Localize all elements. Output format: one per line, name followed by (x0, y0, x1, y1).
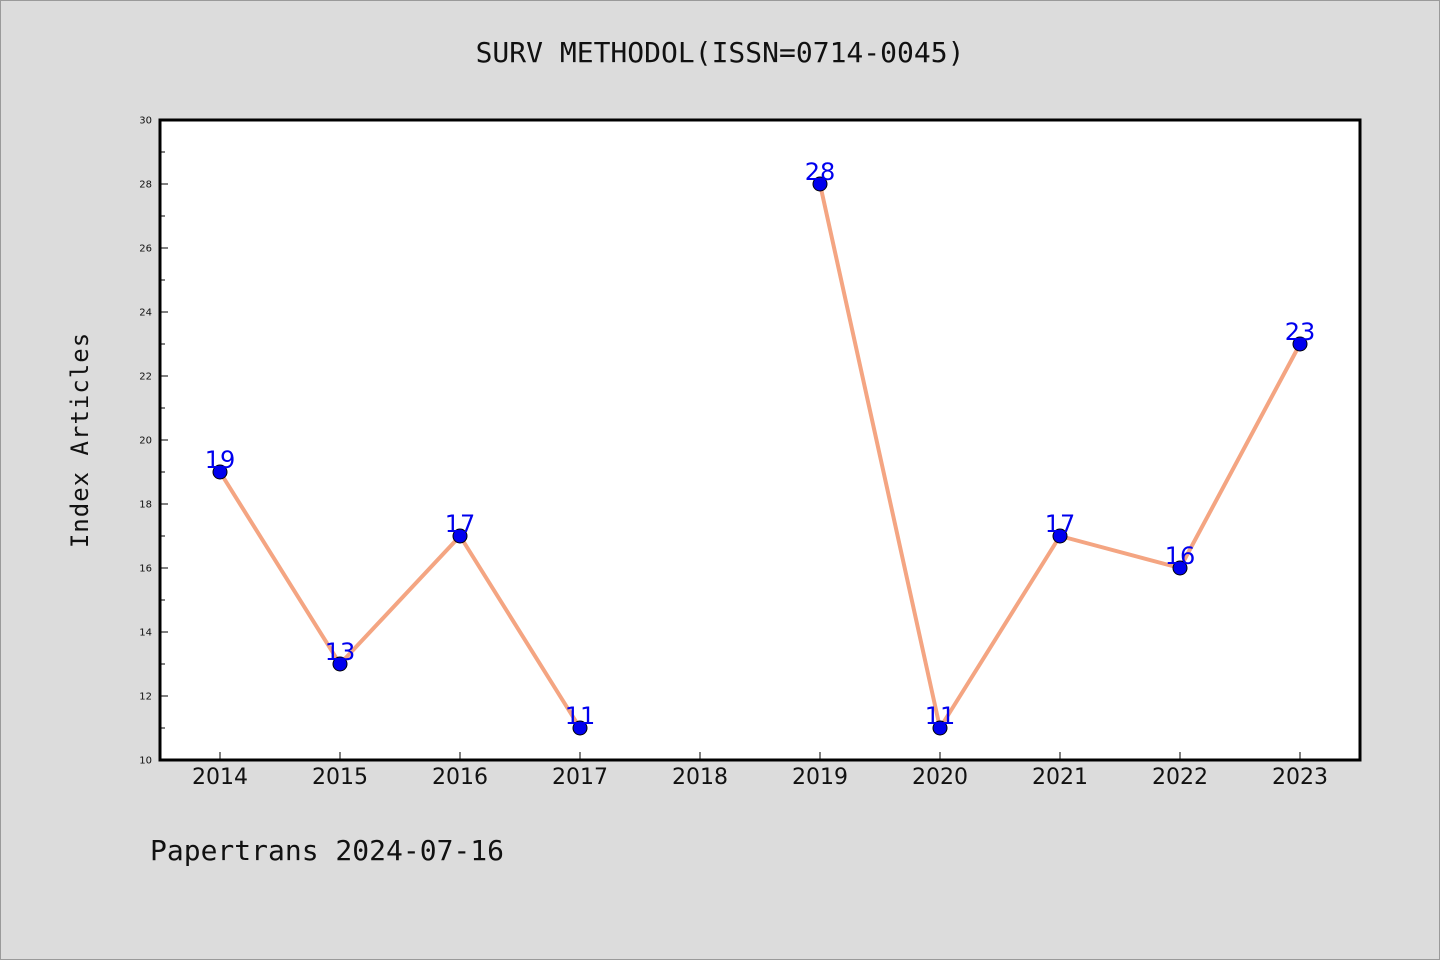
data-labels: 19 13 17 11 28 11 17 16 23 (205, 158, 1316, 730)
x-tick-label: 2017 (552, 765, 608, 790)
x-tick-label: 2018 (672, 765, 728, 790)
data-label: 11 (565, 702, 596, 730)
x-tick-label: 2014 (192, 765, 248, 790)
data-label: 13 (325, 638, 356, 666)
y-tick-label: 12 (139, 692, 152, 703)
x-tick-label: 2022 (1152, 765, 1208, 790)
y-tick-label: 10 (139, 756, 152, 767)
data-label: 19 (205, 446, 236, 474)
data-point (1292, 336, 1308, 352)
y-tick-label: 22 (139, 372, 152, 383)
data-point (572, 720, 588, 736)
y-tick-label: 24 (139, 308, 152, 319)
y-tick-label: 16 (139, 564, 152, 575)
x-tick-label: 2016 (432, 765, 488, 790)
x-axis-ticks: 2014 2015 2016 2017 2018 2019 2020 2021 2022 2023 (192, 752, 1328, 790)
y-tick-label: 18 (139, 500, 152, 511)
x-tick-label: 2023 (1272, 765, 1328, 790)
chart-title: SURV METHODOL(ISSN=0714-0045) (475, 36, 965, 69)
data-point (812, 176, 828, 192)
data-label: 11 (925, 702, 956, 730)
x-tick-label: 2021 (1032, 765, 1088, 790)
data-label: 16 (1165, 542, 1196, 570)
data-point (452, 528, 468, 544)
data-point (932, 720, 948, 736)
x-tick-label: 2020 (912, 765, 968, 790)
footer-watermark: Papertrans 2024-07-16 (150, 834, 505, 867)
y-tick-label: 28 (139, 180, 152, 191)
data-label: 17 (1045, 510, 1076, 538)
data-point (212, 464, 228, 480)
data-label: 23 (1285, 318, 1316, 346)
series-points (212, 176, 1308, 736)
data-point (332, 656, 348, 672)
y-axis-ticks: 10 12 14 16 18 20 22 24 26 28 30 (139, 116, 168, 767)
x-tick-label: 2015 (312, 765, 368, 790)
y-tick-label: 30 (139, 116, 152, 127)
data-point (1052, 528, 1068, 544)
x-tick-label: 2019 (792, 765, 848, 790)
data-label: 28 (805, 158, 836, 186)
y-tick-label: 26 (139, 244, 152, 255)
y-tick-label: 14 (139, 628, 152, 639)
plot-area (158, 118, 1362, 762)
data-point (1172, 560, 1188, 576)
data-label: 17 (445, 510, 476, 538)
series-line (218, 470, 582, 730)
y-tick-label: 20 (139, 436, 152, 447)
